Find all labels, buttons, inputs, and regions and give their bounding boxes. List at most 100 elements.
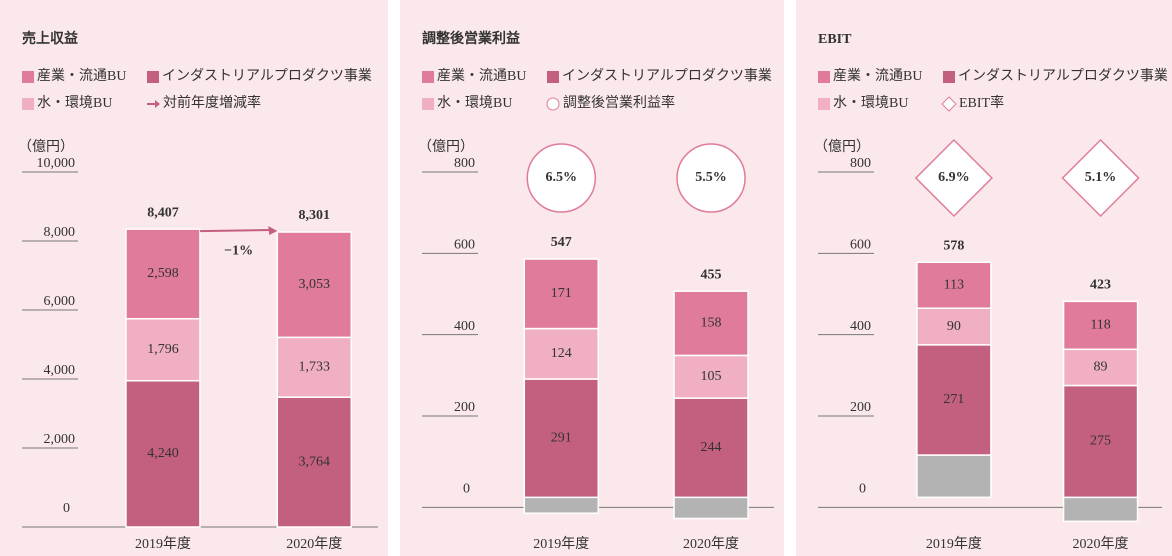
change-arrow	[199, 229, 272, 233]
rate-badge	[526, 143, 597, 213]
data-label: 291	[551, 430, 572, 445]
x-tick-label: 2019年度	[926, 536, 982, 552]
bar-segment	[1062, 348, 1139, 387]
y-tick-label: 200	[454, 400, 475, 415]
y-tick-label: 2,000	[44, 432, 76, 447]
bar-segment	[125, 228, 201, 320]
data-label: 275	[1090, 434, 1111, 449]
total-label: 455	[701, 267, 722, 282]
legend-label: インダストリアルプロダクツ事業	[162, 68, 372, 84]
y-tick-label: 0	[859, 482, 866, 497]
y-tick-label: 0	[63, 501, 70, 516]
legend-marker	[941, 96, 957, 112]
rate-label: 5.5%	[695, 170, 727, 185]
y-tick-label: 8,000	[44, 225, 76, 240]
y-tick-label: 10,000	[37, 156, 76, 171]
data-label: 113	[944, 277, 964, 292]
legend-swatch	[22, 98, 34, 110]
change-label: −1%	[224, 243, 253, 258]
total-label: 8,301	[299, 208, 331, 223]
legend-label: EBIT率	[959, 94, 1004, 111]
legend-swatch	[547, 71, 559, 83]
data-label: 105	[701, 369, 722, 384]
legend-label: インダストリアルプロダクツ事業	[562, 68, 772, 84]
bar-segment	[276, 231, 353, 339]
data-label: 1,733	[299, 359, 331, 374]
bar-segment	[673, 496, 749, 520]
y-tick-label: 600	[454, 238, 475, 253]
y-tick-label: 200	[850, 400, 871, 415]
chart-panel: EBIT 産業・流通BU 水・環境BU インダストリアルプロダクツ事業 EBIT率 （億円…	[796, 0, 1172, 556]
bar-segment	[276, 396, 353, 528]
x-tick-label: 2019年度	[533, 536, 589, 552]
bar-segment	[523, 258, 600, 330]
bar-segment	[125, 379, 201, 528]
chart-title: EBIT	[818, 32, 852, 47]
legend-marker	[546, 97, 560, 111]
data-label: 271	[943, 392, 964, 407]
legend-label: 水・環境BU	[833, 95, 908, 111]
data-label: 3,053	[299, 277, 331, 292]
legend-swatch	[943, 71, 955, 83]
total-label: 578	[943, 238, 964, 253]
x-tick-label: 2019年度	[135, 536, 191, 552]
bar-segment	[916, 454, 992, 499]
bar-segment	[276, 336, 353, 398]
data-label: 118	[1090, 318, 1110, 333]
data-label: 124	[551, 346, 572, 361]
legend-marker	[155, 100, 160, 108]
data-label: 3,764	[299, 454, 331, 469]
y-tick-label: 4,000	[44, 363, 76, 378]
bar-segment	[523, 378, 600, 499]
x-tick-label: 2020年度	[1073, 536, 1129, 552]
data-label: 4,240	[147, 446, 179, 461]
legend-label: 調整後営業利益率	[563, 94, 675, 111]
data-label: 1,796	[147, 342, 179, 357]
rate-label: 5.1%	[1085, 170, 1117, 185]
legend-label: 水・環境BU	[37, 95, 112, 111]
rate-label: 6.5%	[546, 170, 578, 185]
unit-label: （億円）	[18, 139, 74, 155]
unit-label: （億円）	[814, 139, 870, 155]
y-tick-label: 400	[454, 319, 475, 334]
rate-label: 6.9%	[938, 170, 970, 185]
data-label: 90	[947, 319, 961, 334]
legend-label: インダストリアルプロダクツ事業	[958, 68, 1168, 84]
legend-swatch	[818, 71, 830, 83]
legend-label: 水・環境BU	[437, 95, 512, 111]
bar-segment	[125, 318, 201, 382]
y-tick-label: 800	[454, 156, 475, 171]
total-label: 423	[1090, 278, 1111, 293]
chart-title: 調整後営業利益	[422, 30, 520, 47]
total-label: 547	[551, 235, 572, 250]
legend-swatch	[147, 71, 159, 83]
bar-segment	[916, 261, 992, 309]
x-tick-label: 2020年度	[286, 536, 342, 552]
bar-segment	[673, 290, 749, 357]
legend-label: 対前年度増減率	[163, 94, 261, 111]
data-label: 2,598	[147, 266, 179, 281]
legend-label: 産業・流通BU	[437, 68, 526, 84]
bar-segment	[523, 496, 600, 514]
legend-swatch	[422, 71, 434, 83]
change-arrowhead	[268, 226, 278, 236]
rate-badge	[676, 143, 746, 213]
data-label: 171	[551, 286, 572, 301]
rate-badge	[914, 138, 993, 218]
chart-title: 売上収益	[22, 30, 78, 47]
rate-badge	[1061, 138, 1140, 218]
data-label: 158	[701, 315, 722, 330]
y-tick-label: 600	[850, 238, 871, 253]
legend-label: 産業・流通BU	[37, 68, 126, 84]
total-label: 8,407	[147, 205, 179, 220]
y-tick-label: 800	[850, 156, 871, 171]
legend-label: 産業・流通BU	[833, 68, 922, 84]
y-tick-label: 0	[463, 482, 470, 497]
bar-segment	[523, 327, 600, 380]
data-label: 244	[701, 440, 722, 455]
bar-segment	[1062, 384, 1139, 499]
bar-segment	[1062, 496, 1139, 523]
